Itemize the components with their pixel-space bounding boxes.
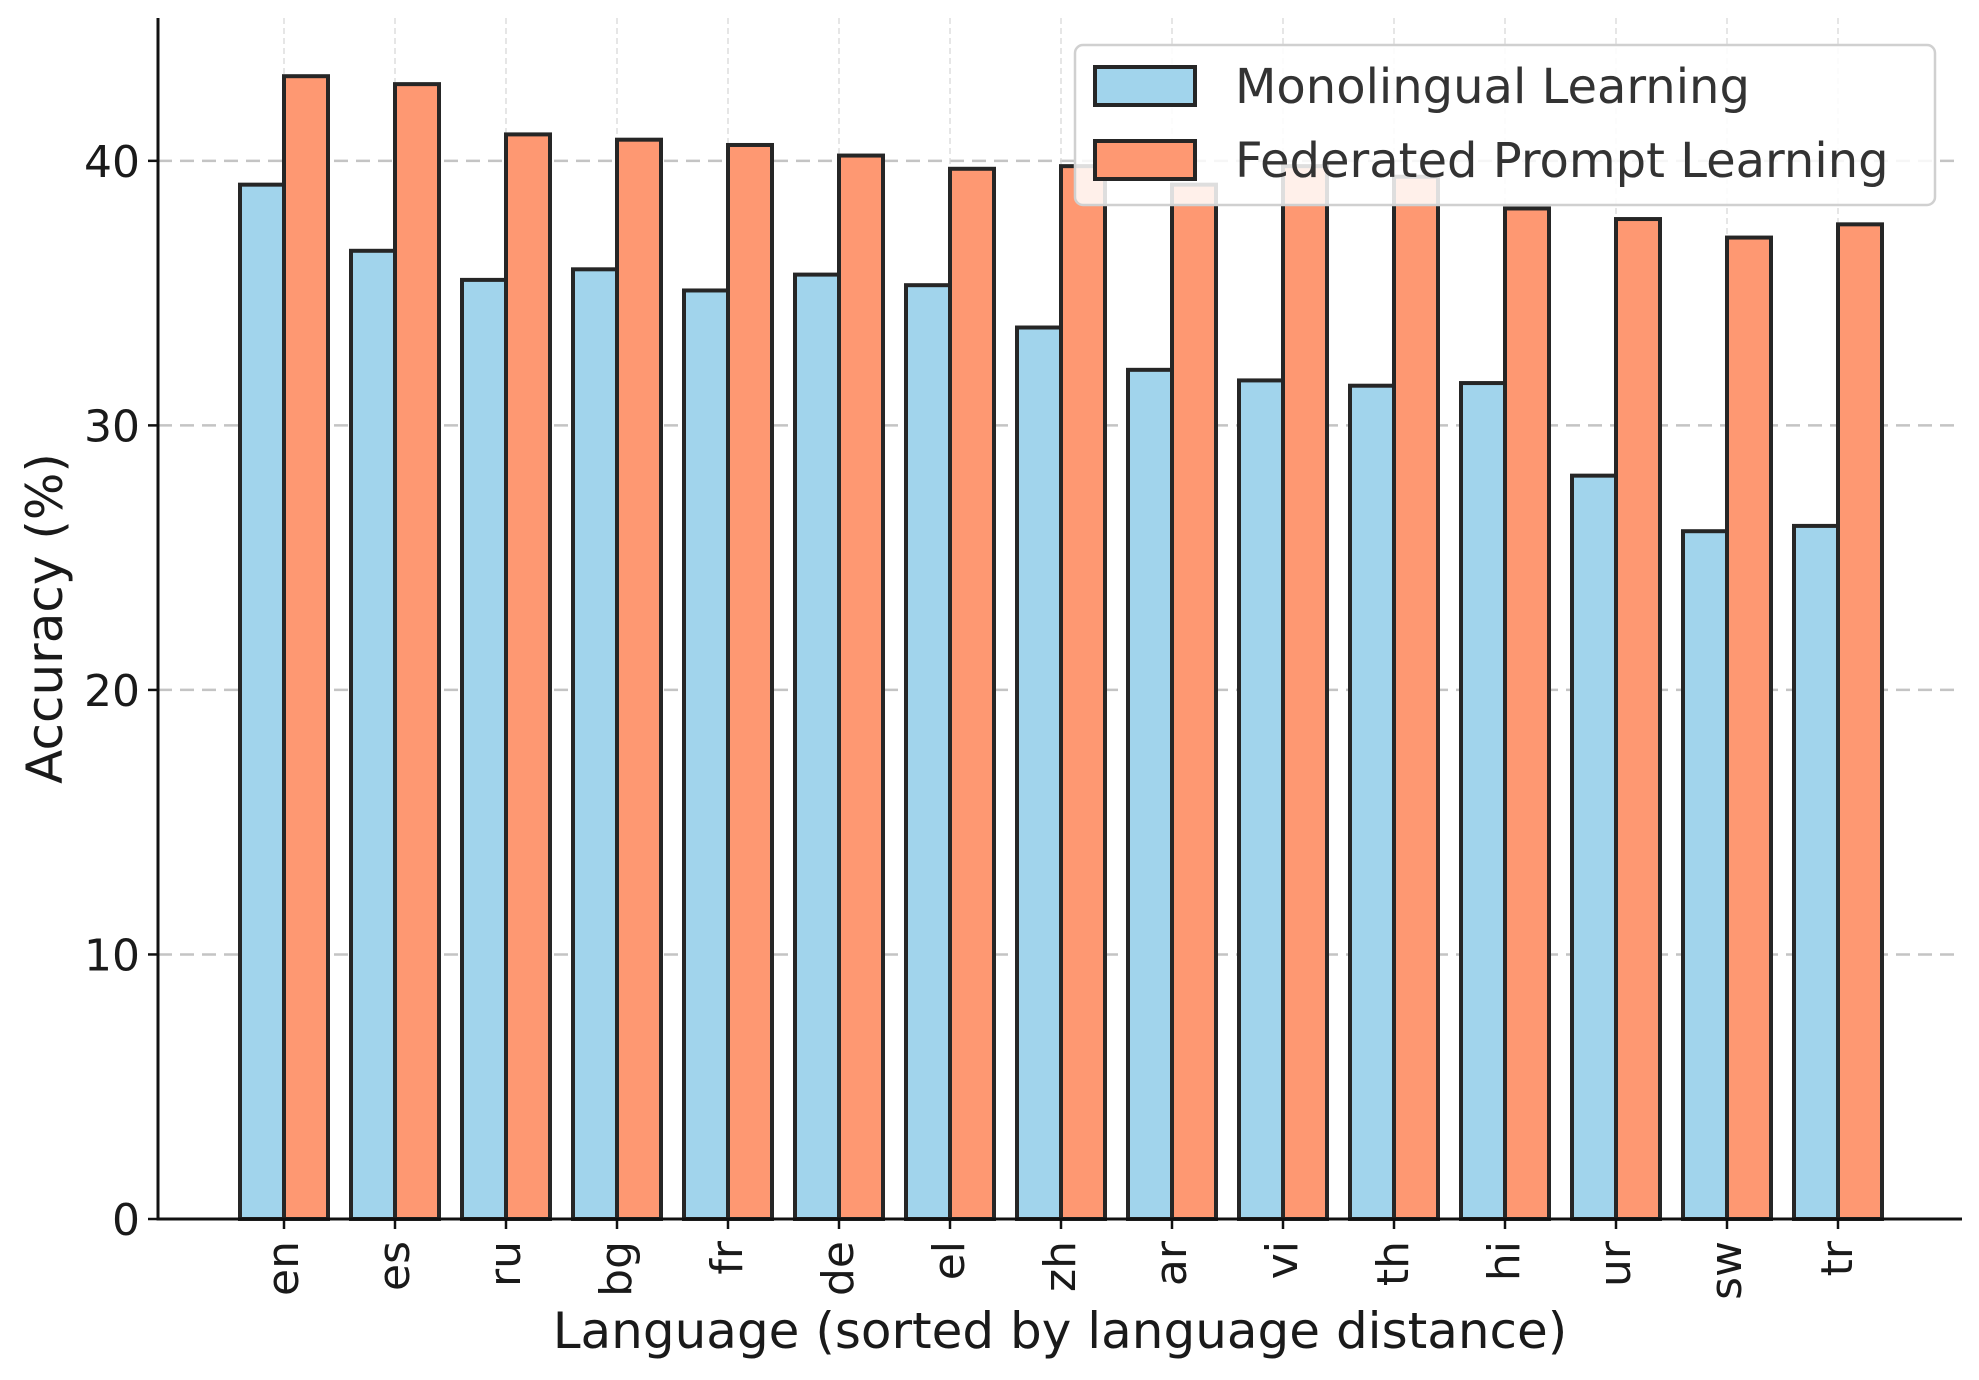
legend-label-monolingual: Monolingual Learning [1235, 59, 1750, 115]
bar-federated-en [282, 74, 330, 1221]
x-tick-label-de: de [813, 1241, 864, 1296]
bar-federated-es [393, 82, 441, 1221]
bar-monolingual-sw [1681, 529, 1729, 1221]
bar-monolingual-el [904, 283, 952, 1222]
y-tick-label-30: 30 [84, 401, 140, 452]
y-tick-label-20: 20 [84, 666, 140, 717]
bar-monolingual-es [349, 248, 397, 1221]
bar-federated-ar [1170, 182, 1218, 1222]
x-tick-label-ru: ru [480, 1241, 531, 1287]
bar-federated-tr [1836, 222, 1884, 1221]
axes-layer [156, 18, 1962, 1221]
bar-federated-sw [1725, 235, 1773, 1221]
bar-federated-th [1392, 174, 1440, 1222]
bar-monolingual-vi [1237, 378, 1285, 1221]
bar-federated-vi [1281, 164, 1329, 1221]
legend: Monolingual Learning Federated Prompt Le… [1073, 43, 1937, 207]
x-tick-label-fr: fr [702, 1240, 753, 1274]
legend-label-federated: Federated Prompt Learning [1235, 133, 1889, 189]
bar-federated-ur [1614, 217, 1662, 1221]
bar-federated-zh [1059, 164, 1107, 1221]
x-tick-label-th: th [1368, 1241, 1419, 1286]
x-tick-label-hi: hi [1479, 1241, 1530, 1281]
x-tick-label-es: es [369, 1241, 420, 1291]
x-tick-label-zh: zh [1035, 1241, 1086, 1292]
x-axis-title: Language (sorted by language distance) [553, 1302, 1568, 1360]
bar-monolingual-zh [1015, 325, 1063, 1222]
y-tick-label-10: 10 [84, 930, 140, 981]
y-tick-label-0: 0 [112, 1195, 140, 1246]
y-axis-title: Accuracy (%) [16, 453, 74, 784]
x-tick-label-sw: sw [1701, 1241, 1752, 1300]
bar-federated-bg [615, 137, 663, 1221]
x-tick-label-en: en [258, 1241, 309, 1296]
x-tick-label-ur: ur [1590, 1240, 1641, 1287]
bar-federated-el [948, 166, 996, 1221]
bars-layer [238, 74, 1884, 1222]
bar-monolingual-bg [571, 267, 619, 1222]
bar-monolingual-ar [1126, 367, 1174, 1222]
legend-swatch-monolingual [1093, 65, 1197, 107]
bar-monolingual-tr [1792, 523, 1840, 1221]
x-tick-label-vi: vi [1257, 1241, 1308, 1279]
bar-monolingual-fr [682, 288, 730, 1221]
y-tick-label-40: 40 [84, 137, 140, 188]
bar-federated-ru [504, 132, 552, 1221]
bar-monolingual-ru [460, 277, 508, 1221]
x-tick-label-ar: ar [1146, 1240, 1197, 1286]
bar-monolingual-ur [1570, 473, 1618, 1221]
bar-federated-de [837, 153, 885, 1222]
bar-monolingual-hi [1459, 381, 1507, 1222]
legend-swatch-federated [1093, 139, 1197, 181]
bar-federated-fr [726, 142, 774, 1221]
bar-federated-hi [1503, 206, 1551, 1221]
bar-monolingual-de [793, 272, 841, 1221]
ticks-layer: 0 10 20 30 40 en es ru bg fr de el zh ar vi th hi ur sw tr [84, 137, 1863, 1300]
legend-box [1073, 43, 1937, 207]
bar-monolingual-th [1348, 383, 1396, 1222]
bar-monolingual-en [238, 182, 286, 1222]
x-tick-label-el: el [924, 1241, 975, 1280]
x-tick-label-bg: bg [591, 1241, 642, 1297]
x-tick-label-tr: tr [1812, 1240, 1863, 1276]
